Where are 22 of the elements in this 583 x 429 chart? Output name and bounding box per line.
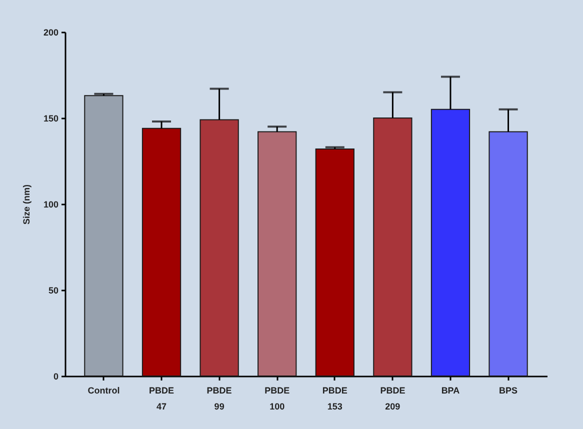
bar — [200, 119, 239, 376]
y-tick-label: 50 — [48, 286, 58, 296]
bar — [142, 128, 182, 376]
y-axis-title: Size (nm) — [21, 184, 32, 225]
bar — [258, 131, 297, 376]
x-tick-label: PBDE 100 — [264, 386, 290, 412]
bar — [488, 131, 528, 376]
x-tick-label: BPS — [499, 386, 518, 396]
x-tick-label: PBDE 47 — [149, 386, 174, 412]
x-tick-label: BPA — [441, 386, 460, 396]
bar — [315, 148, 354, 376]
bar — [84, 95, 124, 376]
y-tick-label: 0 — [53, 372, 58, 382]
x-tick-label: PBDE 153 — [322, 386, 348, 412]
x-tick-label: PBDE 99 — [206, 386, 232, 412]
y-tick-label: 150 — [43, 114, 58, 124]
x-tick-label: PBDE 209 — [380, 386, 406, 412]
bar — [373, 118, 412, 376]
x-tick-label: Control — [88, 386, 120, 396]
y-tick-label: 100 — [43, 200, 58, 210]
y-tick-label: 200 — [43, 28, 58, 38]
bar — [430, 108, 470, 376]
